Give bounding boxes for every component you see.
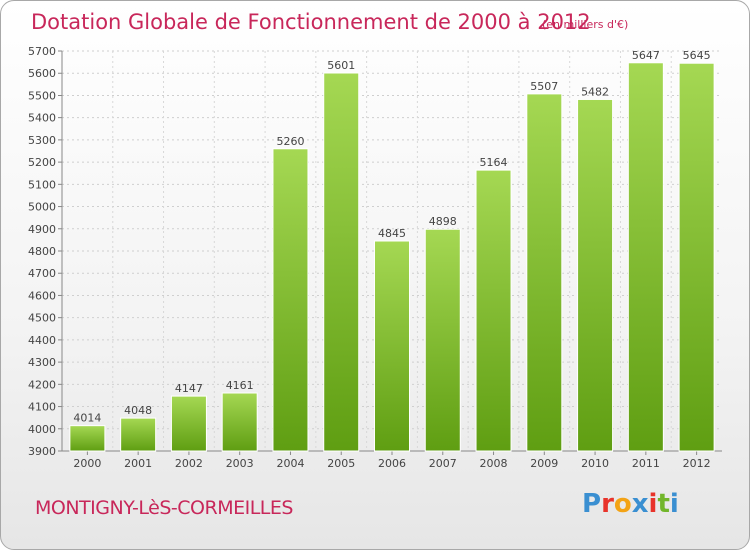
y-tick-label: 5300	[28, 134, 56, 147]
x-tick-label-2010: 2010	[581, 457, 609, 470]
bar-2005	[323, 72, 360, 452]
bar-2004	[272, 148, 309, 452]
y-tick-label: 5500	[28, 89, 56, 102]
y-tick-label: 4900	[28, 223, 56, 236]
bar-2010	[577, 98, 614, 452]
y-tick-label: 5400	[28, 112, 56, 125]
y-tick-label: 4300	[28, 356, 56, 369]
logo-letter: t	[657, 489, 670, 519]
y-tick-label: 5000	[28, 201, 56, 214]
y-tick-labels: 3900 4000 4100 4200 4300 4400 4500 4600 4700 4800…	[28, 45, 56, 458]
x-tick-label-2007: 2007	[429, 457, 457, 470]
bar-2007	[424, 228, 461, 452]
logo-letter: r	[601, 489, 614, 519]
logo-letter: i	[648, 489, 658, 519]
data-label-2011: 5647	[632, 49, 660, 62]
chart-title: Dotation Globale de Fonctionnement de 20…	[31, 10, 591, 34]
x-tick-label-2008: 2008	[480, 457, 508, 470]
x-tick-labels: 2000 2001 2002 2003 2004 2005 2006 2007 2008 2009…	[73, 457, 710, 470]
y-tick-label: 4000	[28, 423, 56, 436]
data-label-2006: 4845	[378, 227, 406, 240]
bar-2000	[69, 425, 106, 452]
x-tick-label-2005: 2005	[327, 457, 355, 470]
y-tick-label: 4700	[28, 267, 56, 280]
proxiti-logo: Proxiti	[582, 489, 679, 519]
y-tick-label: 4400	[28, 334, 56, 347]
y-tick-label: 4600	[28, 289, 56, 302]
x-tick-label-2003: 2003	[226, 457, 254, 470]
data-label-2001: 4048	[124, 404, 152, 417]
y-tick-label: 5600	[28, 67, 56, 80]
data-label-2008: 5164	[480, 156, 508, 169]
x-tick-label-2009: 2009	[530, 457, 558, 470]
x-tick-label-2001: 2001	[124, 457, 152, 470]
data-label-2010: 5482	[581, 85, 609, 98]
bar-2009	[526, 93, 563, 452]
data-labels: 4014 4048 4147 4161 5260 5601 4845 4898 5164 5507…	[73, 49, 710, 425]
logo-letter: P	[582, 489, 602, 519]
commune-name: MONTIGNY-LèS-CORMEILLES	[35, 497, 293, 519]
data-label-2009: 5507	[530, 80, 558, 93]
logo-letter: o	[613, 489, 632, 519]
bar-2006	[374, 240, 410, 452]
bar-2003	[221, 392, 258, 452]
x-tick-label-2011: 2011	[632, 457, 660, 470]
y-tick-label: 4100	[28, 401, 56, 414]
y-tick-label: 4200	[28, 378, 56, 391]
bar-2001	[120, 417, 157, 452]
y-tick-label: 5100	[28, 178, 56, 191]
data-label-2003: 4161	[226, 379, 254, 392]
chart-subtitle: (en milliers d'€)	[542, 18, 629, 31]
x-tick-label-2002: 2002	[175, 457, 203, 470]
x-tick-label-2006: 2006	[378, 457, 406, 470]
data-label-2004: 5260	[276, 135, 304, 148]
bars	[69, 62, 715, 452]
bar-2011	[627, 62, 664, 452]
x-tick-label-2012: 2012	[683, 457, 711, 470]
data-label-2012: 5645	[683, 49, 711, 62]
bar-2012	[678, 62, 715, 452]
data-label-2002: 4147	[175, 382, 203, 395]
logo-letter: i	[669, 489, 679, 519]
y-tick-label: 5700	[28, 45, 56, 58]
x-tick-label-2000: 2000	[73, 457, 101, 470]
data-label-2005: 5601	[327, 59, 355, 72]
bar-2002	[170, 395, 207, 452]
bar-2008	[475, 169, 512, 452]
logo-letter: x	[631, 489, 649, 519]
data-label-2007: 4898	[429, 215, 457, 228]
y-tick-label: 4800	[28, 245, 56, 258]
y-tick-label: 4500	[28, 312, 56, 325]
x-tick-label-2004: 2004	[276, 457, 304, 470]
data-label-2000: 4014	[73, 412, 101, 425]
y-tick-label: 3900	[28, 445, 56, 458]
y-tick-label: 5200	[28, 156, 56, 169]
